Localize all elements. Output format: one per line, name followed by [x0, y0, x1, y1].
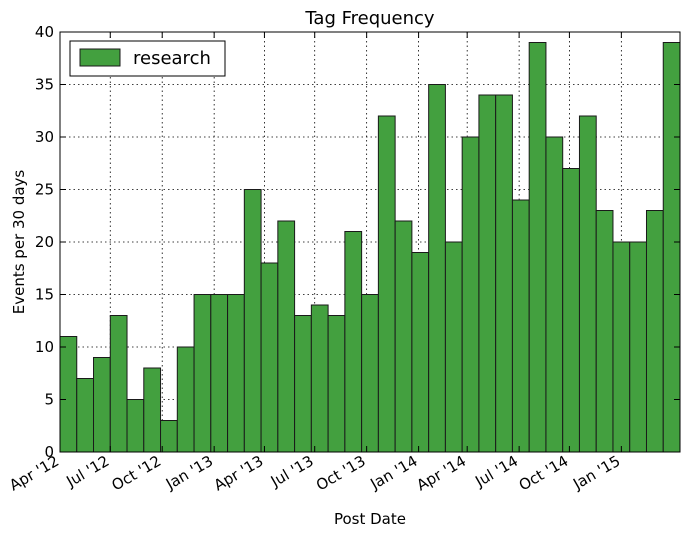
x-tick-label: Oct '12 — [109, 452, 165, 495]
x-tick-label: Oct '13 — [313, 452, 369, 495]
bar — [411, 252, 430, 453]
bar — [210, 294, 229, 453]
y-axis-label: Events per 30 days — [10, 170, 28, 315]
bar — [243, 189, 262, 453]
x-tick-label: Apr '13 — [211, 452, 267, 495]
y-tick-label: 30 — [35, 128, 54, 146]
x-tick-label: Oct '14 — [516, 452, 572, 495]
bar — [176, 346, 195, 453]
bar — [377, 115, 396, 453]
bar — [260, 262, 279, 453]
bar — [612, 241, 631, 453]
y-axis-ticks: 0 5 10 15 20 25 30 35 40 — [35, 23, 680, 461]
legend-label: research — [133, 48, 211, 69]
bar — [562, 168, 580, 453]
x-tick-label: Jan '13 — [162, 452, 216, 494]
bar — [193, 294, 212, 453]
bar — [662, 42, 681, 453]
x-tick-label: Jul '13 — [267, 452, 317, 491]
x-tick-label: Jul '14 — [471, 452, 521, 491]
bar — [76, 378, 95, 453]
bar — [59, 336, 78, 453]
bar — [629, 241, 647, 453]
bar — [545, 136, 564, 453]
bar — [578, 115, 597, 453]
y-tick-label: 35 — [35, 76, 54, 94]
bar — [294, 315, 312, 453]
bar — [444, 241, 463, 453]
bar — [310, 304, 329, 453]
bar — [595, 210, 614, 453]
y-tick-label: 25 — [35, 181, 54, 199]
y-tick-label: 10 — [35, 338, 54, 356]
bar — [361, 294, 379, 453]
legend: research — [69, 40, 226, 77]
bar — [511, 199, 530, 453]
x-axis-label: Post Date — [334, 510, 406, 528]
y-tick-label: 40 — [35, 23, 54, 41]
legend-swatch — [79, 48, 121, 67]
bar — [227, 294, 245, 453]
bar — [428, 84, 446, 453]
y-tick-label: 20 — [35, 233, 54, 251]
bar — [327, 315, 346, 453]
bars — [59, 42, 681, 453]
x-tick-label: Apr '14 — [413, 452, 469, 495]
bar — [461, 136, 480, 453]
bar — [160, 420, 178, 453]
y-tick-label: 5 — [44, 391, 54, 409]
y-tick-label: 0 — [44, 443, 54, 461]
bar — [109, 315, 128, 453]
bar — [143, 367, 162, 453]
bar — [277, 220, 296, 453]
bar — [126, 399, 145, 453]
y-tick-label: 15 — [35, 286, 54, 304]
bar — [495, 94, 513, 453]
x-tick-label: Jan '15 — [569, 452, 623, 494]
bar — [394, 220, 413, 453]
bar — [528, 42, 547, 453]
x-tick-label: Jul '12 — [62, 452, 112, 491]
chart-title: Tag Frequency — [304, 8, 435, 29]
x-tick-label: Jan '14 — [366, 452, 420, 494]
bar — [645, 210, 664, 453]
bar — [93, 357, 111, 453]
bar — [344, 231, 363, 453]
x-tick-label: Apr '12 — [6, 452, 62, 495]
bar — [478, 94, 497, 453]
